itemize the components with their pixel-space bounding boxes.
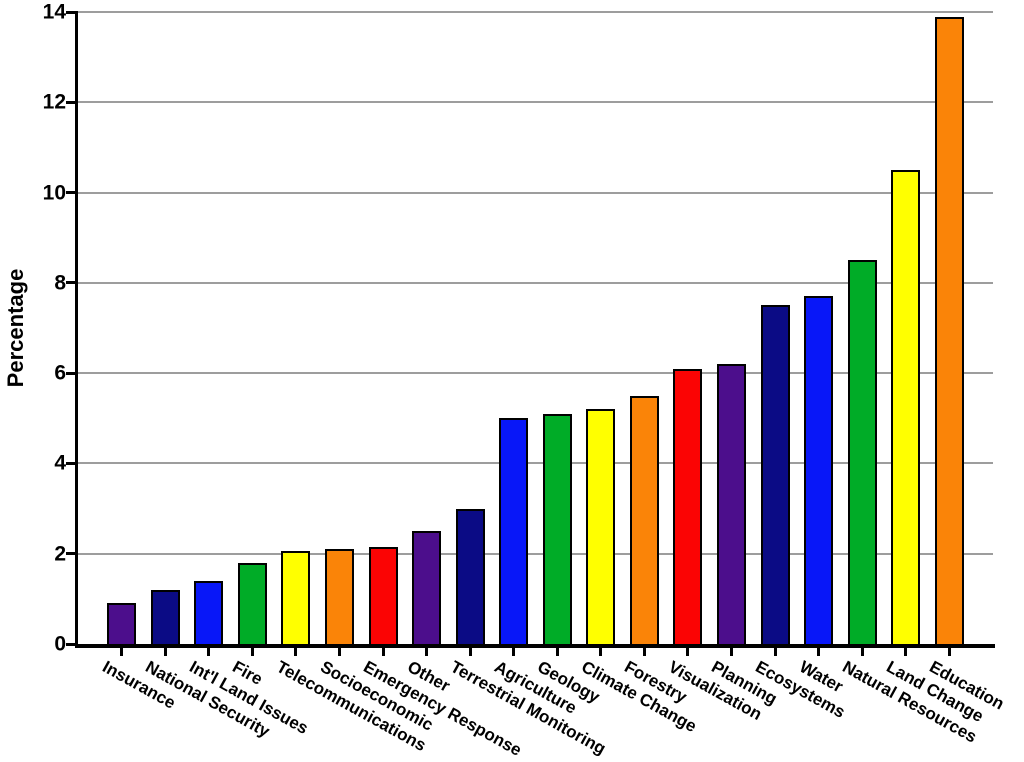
y-tick-mark-4 — [66, 461, 78, 465]
plot-area: 0 2 4 6 8 10 12 14 Insurance National Security Int… — [43, 2, 1008, 760]
x-tick-mark-planning — [729, 648, 733, 656]
y-tick-mark-14 — [66, 10, 78, 14]
x-tick-mark-agriculture — [512, 648, 516, 656]
y-tick-label-0: 0 — [54, 632, 66, 656]
y-tick-label-12: 12 — [42, 90, 66, 114]
x-tick-mark-geology — [555, 648, 559, 656]
bar-agriculture — [499, 418, 529, 644]
x-tick-mark-int-l-land-issues — [207, 648, 211, 656]
bar-terrestrial-monitoring — [455, 509, 485, 644]
gridline-2 — [78, 552, 993, 555]
gridline-14 — [78, 11, 993, 13]
bar-water — [804, 296, 834, 644]
bar-other — [412, 531, 442, 644]
bar-insurance — [107, 603, 137, 644]
gridline-10 — [78, 191, 993, 194]
x-tick-mark-ecosystems — [773, 648, 777, 656]
y-tick-mark-10 — [66, 191, 78, 195]
y-tick-label-2: 2 — [54, 542, 66, 566]
y-tick-label-14: 14 — [42, 0, 66, 24]
gridline-4 — [78, 462, 993, 465]
x-tick-mark-fire — [250, 648, 254, 656]
bar-national-security — [150, 590, 180, 644]
bar-forestry — [629, 396, 659, 644]
x-tick-mark-forestry — [642, 648, 646, 656]
bar-climate-change — [586, 409, 616, 644]
y-tick-mark-2 — [66, 552, 78, 556]
bar-fire — [237, 563, 267, 644]
y-tick-label-4: 4 — [54, 451, 66, 475]
x-tick-mark-socioeconomic — [338, 648, 342, 656]
gridline-8 — [78, 281, 993, 284]
bar-ecosystems — [760, 305, 790, 644]
bar-land-change — [891, 170, 921, 644]
bar-visualization — [673, 369, 703, 644]
x-axis-line — [75, 644, 995, 648]
bar-socioeconomic — [325, 549, 355, 644]
x-tick-mark-insurance — [120, 648, 124, 656]
x-tick-mark-climate-change — [599, 648, 603, 656]
bar-education — [934, 17, 964, 644]
x-tick-mark-other — [425, 648, 429, 656]
bar-emergency-response — [368, 547, 398, 644]
y-tick-label-8: 8 — [54, 271, 66, 295]
y-axis-line — [75, 12, 78, 648]
y-tick-label-6: 6 — [54, 361, 66, 385]
x-tick-mark-telecommunications — [294, 648, 298, 656]
bar-natural-resources — [847, 260, 877, 644]
y-tick-mark-0 — [66, 642, 78, 646]
x-tick-mark-emergency-response — [381, 648, 385, 656]
x-tick-mark-terrestrial-monitoring — [468, 648, 472, 656]
x-tick-mark-education — [947, 648, 951, 656]
x-tick-mark-natural-resources — [860, 648, 864, 656]
bar-int-l-land-issues — [194, 581, 224, 644]
y-tick-mark-6 — [66, 371, 78, 375]
gridline-12 — [78, 101, 993, 104]
x-tick-mark-visualization — [686, 648, 690, 656]
y-tick-mark-12 — [66, 100, 78, 104]
y-tick-mark-8 — [66, 281, 78, 285]
bar-planning — [716, 364, 746, 644]
gridline-6 — [78, 372, 993, 375]
x-tick-mark-national-security — [163, 648, 167, 656]
bar-geology — [542, 414, 572, 644]
x-tick-mark-water — [817, 648, 821, 656]
x-tick-mark-land-change — [904, 648, 908, 656]
y-tick-label-10: 10 — [42, 181, 66, 205]
bar-telecommunications — [281, 551, 311, 644]
